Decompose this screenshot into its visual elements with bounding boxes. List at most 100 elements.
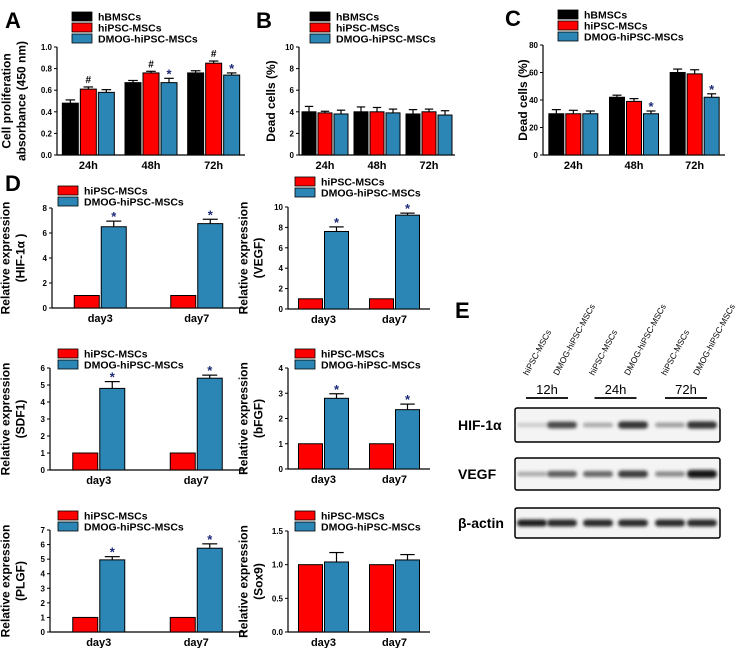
y-tick-label: 1.5 — [272, 527, 284, 536]
significance-star: * — [334, 382, 340, 397]
y-tick-label: 0 — [534, 151, 539, 160]
legend-swatch — [309, 11, 331, 22]
protein-band — [547, 519, 577, 527]
significance-hash: # — [86, 75, 92, 86]
bar — [72, 452, 99, 471]
significance-star: * — [110, 370, 116, 385]
bar — [298, 298, 323, 310]
y-tick-label: 5 — [41, 381, 46, 390]
bar — [353, 111, 369, 156]
y-tick-label: 1.0 — [272, 561, 284, 570]
y-axis-label: Relative expression — [0, 525, 13, 638]
y-tick-label: 4 — [290, 108, 295, 117]
y-axis-label: Dead cells (%) — [264, 60, 278, 141]
blot-row-label: β-actin — [458, 515, 504, 531]
protein-band — [583, 422, 613, 428]
y-tick-label: 2 — [41, 599, 46, 608]
x-tick-label: day7 — [382, 314, 407, 326]
blot-row-label: VEGF — [458, 466, 497, 482]
legend-swatch — [294, 510, 316, 521]
bar — [669, 72, 686, 156]
x-tick-label: 48h — [142, 160, 161, 172]
protein-band — [618, 519, 648, 527]
panel-letter: D — [5, 171, 21, 196]
legend-label: hiPSC-MSCs — [336, 23, 400, 35]
protein-band — [583, 471, 613, 477]
x-tick-label: day3 — [86, 637, 111, 648]
lane-label: hiPSC-MSCs — [587, 328, 619, 377]
legend-label: DMOG-hiPSC-MSCs — [336, 34, 436, 46]
legend-swatch — [309, 22, 331, 33]
legend-swatch — [71, 33, 93, 44]
bar — [565, 113, 582, 156]
y-tick-label: 6 — [43, 229, 48, 238]
lane-label: hiPSC-MSCs — [659, 328, 691, 377]
y-tick-label: 3 — [41, 415, 46, 424]
legend-label: DMOG-hiPSC-MSCs — [321, 522, 421, 534]
x-tick-label: 24h — [316, 160, 335, 172]
x-tick-label: day7 — [184, 475, 209, 487]
bar — [160, 82, 178, 156]
bar — [196, 377, 223, 471]
bar — [169, 616, 196, 633]
bar — [169, 452, 196, 471]
x-tick-label: day7 — [184, 637, 209, 648]
y-axis-label: Relative expression — [237, 202, 251, 315]
lane-label: DMOG-hiPSC-MSCs — [691, 302, 737, 377]
y-tick-label: 80 — [529, 41, 538, 50]
y-tick-label: 60 — [529, 69, 538, 78]
bar — [703, 96, 720, 156]
bar — [395, 214, 420, 310]
panel-letter: E — [455, 298, 470, 323]
y-tick-label: 2 — [290, 129, 295, 138]
panel-letter: B — [256, 8, 272, 33]
protein-band — [618, 421, 648, 429]
bar — [73, 295, 100, 309]
y-tick-label: 0.0 — [41, 151, 53, 160]
y-axis-label: Relative expression — [0, 202, 13, 315]
y-axis-label: (VEGF) — [252, 238, 266, 279]
bar — [142, 72, 160, 156]
bar — [79, 88, 97, 156]
bar — [205, 62, 223, 156]
bar — [333, 113, 349, 156]
y-tick-label: 4 — [41, 570, 46, 579]
protein-band — [547, 470, 577, 478]
y-axis-label: (SDF1) — [14, 400, 28, 439]
protein-band — [687, 470, 717, 478]
protein-band — [547, 421, 577, 429]
y-axis-label: (PLGF) — [14, 561, 28, 601]
bar — [395, 409, 420, 470]
bar — [196, 547, 223, 633]
panel-letter: C — [505, 6, 521, 31]
significance-star: * — [648, 99, 654, 114]
y-tick-label: 1 — [279, 440, 284, 449]
bar — [686, 73, 703, 156]
protein-band — [687, 519, 717, 527]
bar — [298, 564, 323, 633]
legend-label: hBMSCs — [98, 12, 141, 24]
bar — [582, 113, 599, 156]
y-tick-label: 8 — [279, 223, 284, 232]
x-tick-label: day3 — [311, 474, 336, 486]
time-group-label: 24h — [605, 382, 627, 397]
y-tick-label: 3 — [41, 584, 46, 593]
legend-swatch — [557, 9, 579, 20]
y-tick-label: 6 — [41, 541, 46, 550]
protein-band — [517, 519, 547, 527]
bar — [197, 223, 224, 309]
y-tick-label: 0.6 — [41, 86, 53, 95]
y-tick-label: 2 — [43, 279, 48, 288]
y-tick-label: 4 — [43, 254, 48, 263]
blot-row-label: HIF-1α — [458, 417, 502, 433]
significance-star: * — [709, 82, 715, 97]
y-tick-label: 8 — [290, 65, 295, 74]
y-tick-label: 0.4 — [41, 108, 53, 117]
y-axis-label: absorbance (450 nm) — [15, 41, 29, 161]
blot-frame — [514, 407, 721, 443]
